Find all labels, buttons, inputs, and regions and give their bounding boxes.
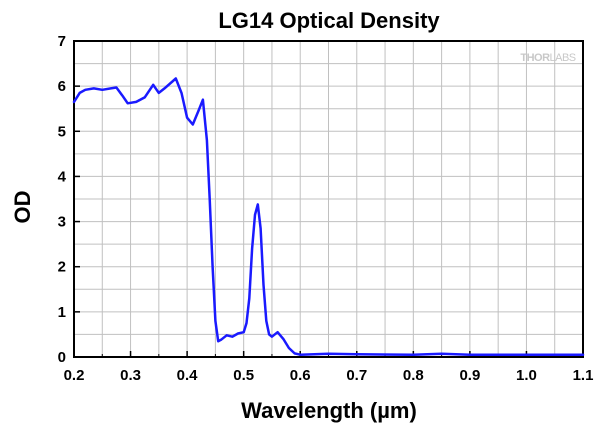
svg-text:THORLABS: THORLABS (520, 52, 575, 64)
x-tick-label: 0.7 (346, 367, 367, 384)
watermark-text-thor: THOR (520, 52, 550, 64)
x-tick-label: 1.0 (516, 367, 537, 384)
x-tick-label: 0.9 (459, 367, 480, 384)
y-tick-label: 6 (58, 78, 66, 95)
y-tick-label: 7 (58, 33, 66, 50)
watermark-text-labs: LABS (550, 52, 576, 64)
x-tick-label: 0.2 (64, 367, 85, 384)
y-axis-label: OD (10, 191, 35, 224)
y-ticks: 0 1 2 3 4 5 6 7 (58, 33, 80, 366)
chart-title: LG14 Optical Density (218, 8, 440, 33)
x-tick-label: 0.8 (403, 367, 424, 384)
y-tick-label: 0 (58, 349, 66, 366)
series-line-lg14 (72, 77, 585, 356)
x-axis-label: Wavelength (µm) (241, 398, 417, 423)
y-tick-label: 4 (58, 168, 67, 185)
x-tick-label: 1.1 (573, 367, 594, 384)
x-tick-label: 0.3 (120, 367, 141, 384)
x-ticks: 0.2 0.3 0.4 0.5 0.6 0.7 0.8 0.9 1.0 1.1 (64, 351, 594, 384)
x-tick-label: 0.5 (233, 367, 254, 384)
x-tick-label: 0.6 (290, 367, 311, 384)
grid-lines (74, 41, 583, 357)
y-tick-label: 3 (58, 214, 66, 231)
x-tick-label: 0.4 (177, 367, 199, 384)
y-tick-label: 5 (58, 123, 66, 140)
y-tick-label: 1 (58, 304, 66, 321)
watermark: THORLABS (520, 52, 576, 64)
y-tick-label: 2 (58, 259, 66, 276)
